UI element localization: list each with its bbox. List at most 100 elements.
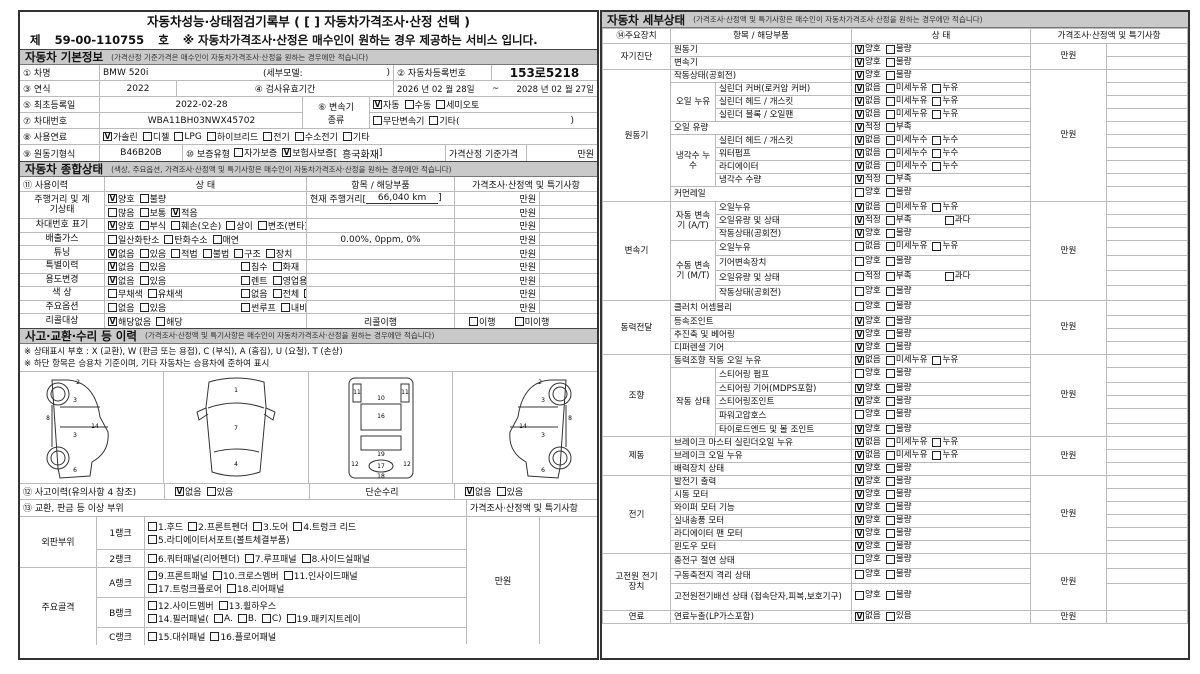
checkbox-option[interactable]: 10.크로스멤버 <box>213 569 279 582</box>
checkbox-unchecked[interactable] <box>885 188 895 197</box>
checkbox-unchecked[interactable] <box>885 570 895 579</box>
checkbox-unchecked[interactable] <box>885 203 895 212</box>
checkbox-unchecked[interactable] <box>885 136 895 145</box>
checkbox-option[interactable]: 6.쿼터패널(리어펜더) <box>148 552 240 565</box>
checkbox-option[interactable]: 4.트렁크 리드 <box>293 520 356 533</box>
checkbox-option[interactable]: 수소전기 <box>294 130 338 143</box>
checkbox-unchecked[interactable] <box>241 303 250 313</box>
checkbox-option[interactable]: V 양호 <box>855 477 881 488</box>
checkbox-unchecked[interactable] <box>885 330 895 339</box>
notes-cell[interactable] <box>1106 367 1188 383</box>
checkbox-option[interactable]: 양호 <box>855 257 881 268</box>
checkbox-option[interactable]: 양호 <box>855 590 881 601</box>
checkbox-option[interactable]: 양호 <box>855 369 881 380</box>
checkbox-option[interactable]: V 양호 <box>855 330 881 341</box>
checkbox-unchecked[interactable] <box>108 303 117 313</box>
checkbox-unchecked[interactable] <box>932 203 942 212</box>
checkbox-unchecked[interactable] <box>226 221 236 231</box>
checkbox-unchecked[interactable] <box>373 115 382 125</box>
checkbox-option[interactable]: 11.인사이드패널 <box>283 569 358 582</box>
checkbox-unchecked[interactable] <box>496 486 506 496</box>
checkbox-option[interactable]: V 양호 <box>855 71 881 82</box>
checkbox-unchecked[interactable] <box>139 262 149 272</box>
notes-cell[interactable] <box>1106 160 1188 174</box>
checkbox-option[interactable]: 누수 <box>932 136 958 147</box>
checkbox-checked[interactable]: V <box>108 221 117 231</box>
checkbox-checked[interactable]: V <box>855 162 865 171</box>
checkbox-option[interactable]: V 없음 <box>855 451 881 462</box>
checkbox-option[interactable]: 2.프론트펜더 <box>188 520 248 533</box>
checkbox-unchecked[interactable] <box>885 272 895 281</box>
checkbox-option[interactable]: V 가솔린 <box>103 130 138 143</box>
notes-cell[interactable] <box>1106 488 1188 502</box>
checkbox-option[interactable]: 9.프론트패널 <box>148 569 208 582</box>
checkbox-option[interactable]: V 없음 <box>108 247 135 260</box>
checkbox-unchecked[interactable] <box>855 369 865 378</box>
checkbox-option[interactable]: 불량 <box>885 425 912 436</box>
checkbox-option[interactable]: 미세누유 <box>885 110 927 121</box>
notes-cell[interactable] <box>1106 501 1188 515</box>
checkbox-checked[interactable]: V <box>855 229 865 238</box>
checkbox-checked[interactable]: V <box>855 438 865 447</box>
checkbox-unchecked[interactable] <box>263 132 273 141</box>
checkbox-option[interactable]: 무채색 <box>108 287 143 300</box>
checkbox-unchecked[interactable] <box>212 235 222 245</box>
checkbox-checked[interactable]: V <box>175 486 184 496</box>
checkbox-checked[interactable]: V <box>465 486 474 496</box>
checkbox-unchecked[interactable] <box>885 343 895 352</box>
checkbox-option[interactable]: 양호 <box>855 302 881 313</box>
checkbox-option[interactable]: 누유 <box>932 84 958 95</box>
notes-cell[interactable] <box>1106 227 1188 241</box>
notes-cell[interactable] <box>540 274 597 288</box>
checkbox-unchecked[interactable] <box>885 503 895 512</box>
checkbox-option[interactable]: 누수 <box>932 162 958 173</box>
checkbox-option[interactable]: V 없음 <box>855 110 881 121</box>
checkbox-unchecked[interactable] <box>855 591 865 600</box>
checkbox-option[interactable]: V 양호 <box>855 343 881 354</box>
checkbox-unchecked[interactable] <box>855 257 865 266</box>
checkbox-option[interactable]: 장치 <box>265 247 292 260</box>
checkbox-unchecked[interactable] <box>148 553 157 563</box>
checkbox-option[interactable]: 미세누수 <box>885 149 927 160</box>
checkbox-option[interactable]: 19.패키지트레이 <box>286 612 361 625</box>
checkbox-unchecked[interactable] <box>148 614 157 624</box>
checkbox-unchecked[interactable] <box>885 438 895 447</box>
checkbox-option[interactable]: 있음 <box>139 247 166 260</box>
checkbox-unchecked[interactable] <box>932 356 942 365</box>
checkbox-option[interactable]: 불량 <box>885 529 912 540</box>
checkbox-checked[interactable]: V <box>108 316 117 326</box>
checkbox-unchecked[interactable] <box>244 553 254 563</box>
checkbox-option[interactable]: 불량 <box>885 58 912 69</box>
checkbox-unchecked[interactable] <box>855 272 865 281</box>
checkbox-option[interactable]: 3.도어 <box>253 520 288 533</box>
checkbox-checked[interactable]: V <box>855 175 865 184</box>
checkbox-option[interactable]: 17.트렁크플로어 <box>148 582 222 595</box>
checkbox-option[interactable]: 이행 <box>469 315 496 328</box>
checkbox-option[interactable]: 누수 <box>932 149 958 160</box>
checkbox-option[interactable]: 양호 <box>855 555 881 566</box>
checkbox-option[interactable]: 양호 <box>855 188 881 199</box>
checkbox-option[interactable]: 하이브리드 <box>206 130 258 143</box>
checkbox-unchecked[interactable] <box>885 542 895 551</box>
checkbox-unchecked[interactable] <box>885 317 895 326</box>
checkbox-option[interactable]: 불량 <box>885 464 912 475</box>
checkbox-checked[interactable]: V <box>855 110 865 119</box>
checkbox-option[interactable]: V 적정 <box>855 175 881 186</box>
checkbox-unchecked[interactable] <box>885 477 895 486</box>
checkbox-option[interactable]: 색변경 <box>304 287 306 300</box>
checkbox-unchecked[interactable] <box>148 601 157 611</box>
notes-cell[interactable] <box>1106 201 1188 215</box>
notes-cell[interactable] <box>1106 382 1188 396</box>
checkbox-unchecked[interactable] <box>932 162 942 171</box>
checkbox-option[interactable]: 자가보증 <box>234 146 277 159</box>
checkbox-option[interactable]: 있음 <box>206 485 233 498</box>
checkbox-option[interactable]: 썬루프 <box>241 301 276 314</box>
checkbox-unchecked[interactable] <box>932 451 942 460</box>
checkbox-option[interactable]: V 없음 <box>855 438 881 449</box>
checkbox-unchecked[interactable] <box>885 58 895 67</box>
checkbox-checked[interactable]: V <box>855 330 865 339</box>
checkbox-unchecked[interactable] <box>147 289 157 299</box>
checkbox-unchecked[interactable] <box>885 529 895 538</box>
checkbox-unchecked[interactable] <box>301 553 311 563</box>
checkbox-unchecked[interactable] <box>885 149 895 158</box>
